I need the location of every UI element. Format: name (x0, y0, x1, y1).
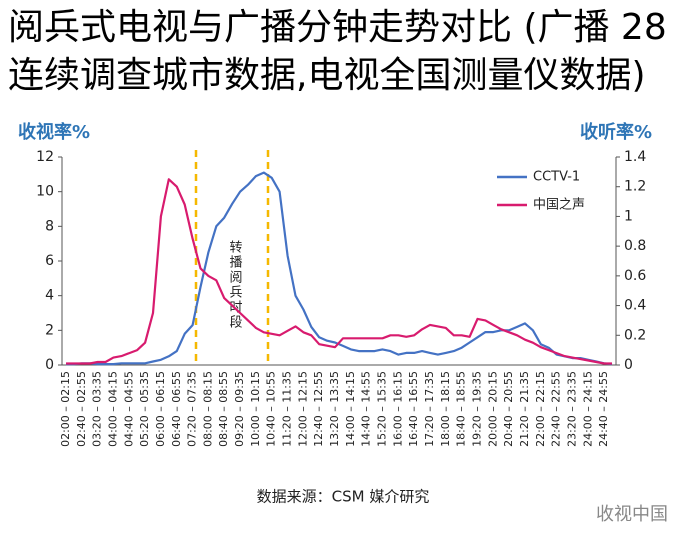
legend-label: 中国之声 (533, 198, 585, 213)
x-tick-label: 12:00 – 12:15 (296, 371, 309, 447)
x-tick-label: 06:00 – 06:15 (154, 371, 167, 447)
x-tick-label: 07:20 – 07:35 (186, 371, 199, 447)
x-tick-label: 05:20 – 05:35 (138, 371, 151, 447)
x-tick-label: 20:00 – 20:15 (486, 371, 499, 447)
x-tick-label: 24:00 – 24:15 (581, 371, 594, 447)
x-tick-label: 18:00 – 18:15 (439, 371, 452, 447)
legend-label: CCTV-1 (533, 170, 580, 185)
x-tick-label: 10:40 – 10:55 (265, 371, 278, 447)
y-tick-label: 10 (36, 184, 54, 200)
y2-tick-label: 1 (624, 208, 633, 224)
x-tick-label: 18:40 – 18:55 (455, 371, 468, 447)
y-tick-label: 0 (45, 357, 54, 373)
y2-tick-label: 1.4 (624, 149, 646, 165)
x-tick-label: 06:40 – 06:55 (170, 371, 183, 447)
y-tick-label: 4 (45, 288, 54, 304)
legend-box (491, 162, 609, 222)
y2-tick-label: 0.2 (624, 327, 646, 343)
x-tick-label: 15:20 – 15:35 (376, 371, 389, 447)
x-tick-label: 03:20 – 03:35 (91, 371, 104, 447)
y2-tick-label: 1.2 (624, 179, 646, 195)
x-tick-label: 10:00 – 10:15 (249, 371, 262, 447)
x-tick-label: 09:20 – 09:35 (233, 371, 246, 447)
y-tick-label: 8 (45, 218, 54, 234)
x-tick-label: 11:20 – 11:35 (281, 371, 294, 447)
x-tick-label: 23:20 – 23:35 (565, 371, 578, 447)
y2-axis-label: 收听率% (580, 121, 652, 143)
x-tick-label: 17:20 – 17:35 (423, 371, 436, 447)
y2-tick-label: 0.4 (624, 298, 646, 314)
x-tick-label: 02:00 – 02:15 (59, 371, 72, 447)
annotation: 转播阅兵时段 (227, 240, 243, 330)
y-axis-label: 收视率% (18, 121, 90, 143)
y-tick-label: 6 (45, 253, 54, 269)
x-tick-label: 12:40 – 12:55 (312, 371, 325, 447)
y2-tick-label: 0.6 (624, 268, 646, 284)
x-tick-label: 22:00 – 22:15 (534, 371, 547, 447)
x-tick-label: 24:40 – 24:55 (597, 371, 610, 447)
source: 数据来源：CSM 媒介研究 (257, 488, 430, 506)
x-tick-label: 19:20 – 19:35 (471, 371, 484, 447)
x-tick-label: 22:40 – 22:55 (550, 371, 563, 447)
x-tick-label: 16:40 – 16:55 (407, 371, 420, 447)
x-tick-label: 21:20 – 21:35 (518, 371, 531, 447)
x-tick-label: 20:40 – 20:55 (502, 371, 515, 447)
x-tick-label: 08:40 – 08:55 (217, 371, 230, 447)
chart-title: 阅兵式电视与广播分钟走势对比 (广播 28连续调查城市数据,电视全国测量仪数据) (8, 7, 667, 96)
x-tick-label: 02:40 – 02:55 (75, 371, 88, 447)
x-tick-label: 13:20 – 13:35 (328, 371, 341, 447)
x-tick-label: 04:40 – 04:55 (122, 371, 135, 447)
x-tick-label: 16:00 – 16:15 (391, 371, 404, 447)
y-tick-label: 12 (36, 149, 54, 165)
series-line (66, 178, 612, 365)
x-tick-label: 14:40 – 14:55 (360, 371, 373, 447)
y2-tick-label: 0 (624, 357, 633, 373)
x-tick-label: 04:00 – 04:15 (106, 371, 119, 447)
y-tick-label: 2 (45, 322, 54, 338)
watermark: 收视中国 (596, 504, 668, 525)
y2-tick-label: 0.8 (624, 238, 646, 254)
x-tick-label: 14:00 – 14:15 (344, 371, 357, 447)
x-tick-label: 08:00 – 08:15 (201, 371, 214, 447)
